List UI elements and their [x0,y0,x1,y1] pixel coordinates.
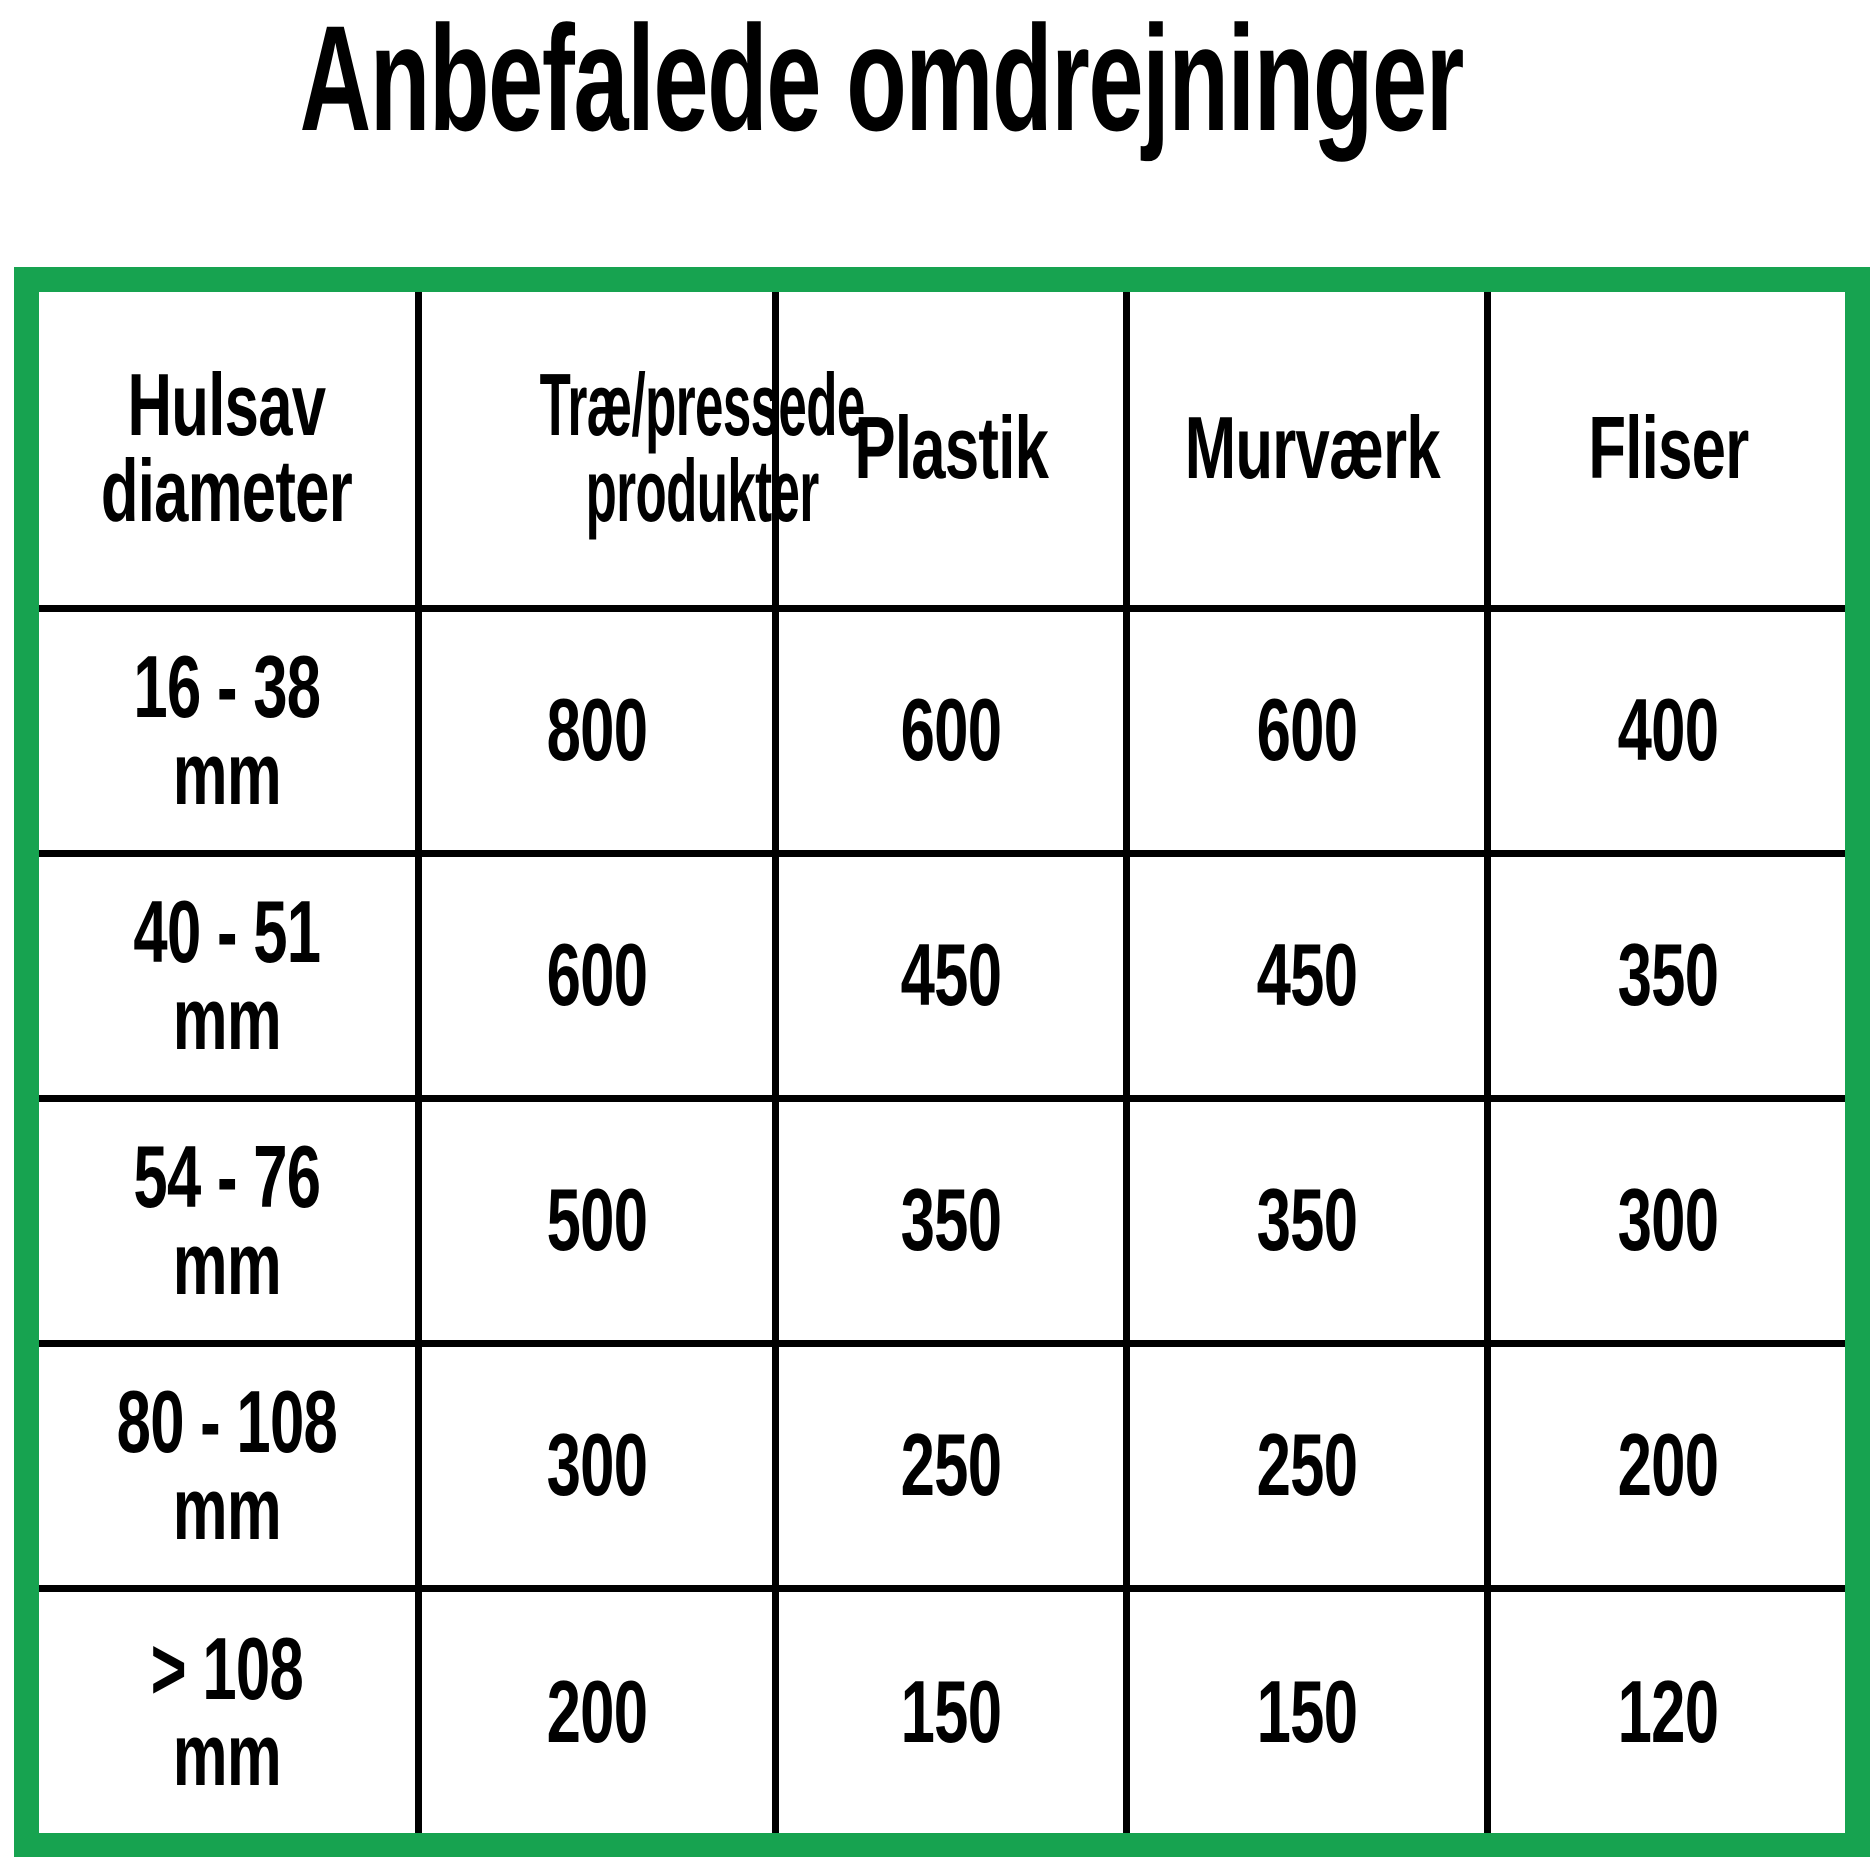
col-header-plastik: Plastik [772,292,1130,612]
cell-value-text: 250 [900,1415,1002,1515]
table-row: 54 - 76 mm 500 350 350 300 [39,1094,1845,1347]
table-row: > 108 mm 200 150 150 120 [39,1584,1845,1833]
cell-value: 400 [1483,604,1845,857]
col-header-fliser: Fliser [1483,292,1845,612]
cell-value: 350 [1483,849,1845,1102]
cell-value: 250 [1122,1339,1491,1592]
cell-value-text: 150 [1256,1662,1358,1762]
row-label: 16 - 38 mm [39,604,422,857]
cell-value-text: 400 [1617,680,1719,780]
header-row: Hulsav diameter Træ/pressede produkter P… [39,292,1845,612]
row-label-text: 40 - 51 mm [133,882,321,1068]
row-label: 54 - 76 mm [39,1094,422,1347]
col-header-hulsav-diameter-label: Hulsav diameter [101,355,353,541]
cell-value-text: 450 [1256,925,1358,1025]
table-row: 40 - 51 mm 600 450 450 350 [39,849,1845,1102]
col-header-trae-pressede-produkter: Træ/pressede produkter [414,292,865,612]
col-header-murvaerk-label: Murværk [1184,398,1440,498]
cell-value-text: 600 [546,925,648,1025]
row-label: > 108 mm [39,1584,422,1833]
cell-value: 200 [1483,1339,1845,1592]
cell-value-text: 450 [900,925,1002,1025]
col-header-murvaerk: Murværk [1122,292,1491,612]
table-row: 80 - 108 mm 300 250 250 200 [39,1339,1845,1592]
col-header-hulsav-diameter: Hulsav diameter [39,292,422,612]
cell-value-text: 200 [546,1662,648,1762]
cell-value: 150 [772,1584,1130,1833]
cell-value-text: 150 [900,1662,1002,1762]
page-title-text: Anbefalede omdrejninger [299,0,1465,162]
cell-value: 600 [772,604,1130,857]
cell-value-text: 600 [1256,680,1358,780]
cell-value: 120 [1483,1584,1845,1833]
cell-value: 600 [414,849,780,1102]
row-label-text: 16 - 38 mm [133,637,321,823]
cell-value: 450 [1122,849,1491,1102]
cell-value-text: 300 [1617,1170,1719,1270]
cell-value-text: 600 [900,680,1002,780]
col-header-fliser-label: Fliser [1587,398,1749,498]
page-title: Anbefalede omdrejninger [0,0,1714,158]
cell-value-text: 500 [546,1170,648,1270]
cell-value: 300 [414,1339,780,1592]
cell-value: 500 [414,1094,780,1347]
cell-value-text: 200 [1617,1415,1719,1515]
cell-value: 600 [1122,604,1491,857]
table-row: 16 - 38 mm 800 600 600 400 [39,604,1845,857]
cell-value: 350 [1122,1094,1491,1347]
cell-value: 200 [414,1584,780,1833]
cell-value-text: 350 [1617,925,1719,1025]
cell-value-text: 300 [546,1415,648,1515]
table-frame: Hulsav diameter Træ/pressede produkter P… [14,267,1870,1857]
cell-value-text: 350 [900,1170,1002,1270]
cell-value: 450 [772,849,1130,1102]
rpm-table: Hulsav diameter Træ/pressede produkter P… [39,292,1845,1833]
col-header-trae-pressede-produkter-label: Træ/pressede produkter [539,355,865,541]
cell-value: 150 [1122,1584,1491,1833]
cell-value: 800 [414,604,780,857]
cell-value-text: 250 [1256,1415,1358,1515]
row-label-text: 54 - 76 mm [133,1127,321,1313]
row-label-text: > 108 mm [150,1619,304,1805]
cell-value-text: 800 [546,680,648,780]
cell-value: 300 [1483,1094,1845,1347]
row-label-text: 80 - 108 mm [116,1372,338,1558]
cell-value: 350 [772,1094,1130,1347]
row-label: 40 - 51 mm [39,849,422,1102]
row-label: 80 - 108 mm [39,1339,422,1592]
cell-value-text: 350 [1256,1170,1358,1270]
col-header-plastik-label: Plastik [854,398,1048,498]
cell-value: 250 [772,1339,1130,1592]
cell-value-text: 120 [1617,1662,1719,1762]
